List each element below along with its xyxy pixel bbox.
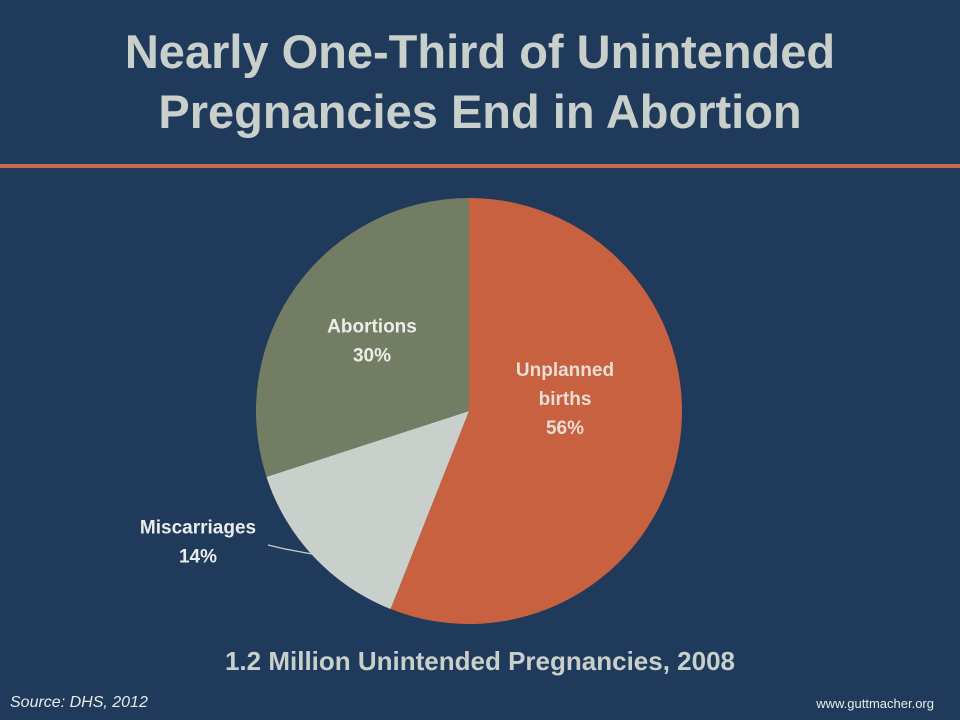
slice-label-abortions: Abortions 30% xyxy=(327,317,417,367)
slice-label-unplanned-births: Unplanned births 56% xyxy=(516,360,614,439)
pie-slice-unplanned-births xyxy=(390,198,682,625)
slice-label-abortions-line-1: Abortions xyxy=(327,317,417,338)
miscarriages-leader-line xyxy=(267,544,313,555)
title-line-1: Nearly One-Third of Unintended xyxy=(124,25,836,78)
slice-label-miscarriages: Miscarriages 14% xyxy=(140,518,256,568)
title-divider xyxy=(0,164,960,168)
title-line-2: Pregnancies End in Abortion xyxy=(158,85,802,138)
slice-label-abortions-line-2: 30% xyxy=(353,346,391,367)
chart-caption: 1.2 Million Unintended Pregnancies, 2008 xyxy=(224,646,736,676)
slice-label-unplanned-births-line-1: Unplanned xyxy=(516,360,614,381)
pie-slice-abortions xyxy=(255,198,469,477)
slice-label-miscarriages-line-2: 14% xyxy=(179,547,217,568)
slice-label-miscarriages-line-1: Miscarriages xyxy=(140,518,256,539)
source-note: Source: DHS, 2012 xyxy=(10,694,148,711)
website-url: www.guttmacher.org xyxy=(816,696,934,711)
pie-slice-miscarriages xyxy=(266,411,469,610)
slice-label-unplanned-births-line-3: 56% xyxy=(546,418,584,439)
page-title: Nearly One-Third of Unintended Pregnanci… xyxy=(0,22,960,142)
slice-label-unplanned-births-line-2: births xyxy=(539,389,592,410)
